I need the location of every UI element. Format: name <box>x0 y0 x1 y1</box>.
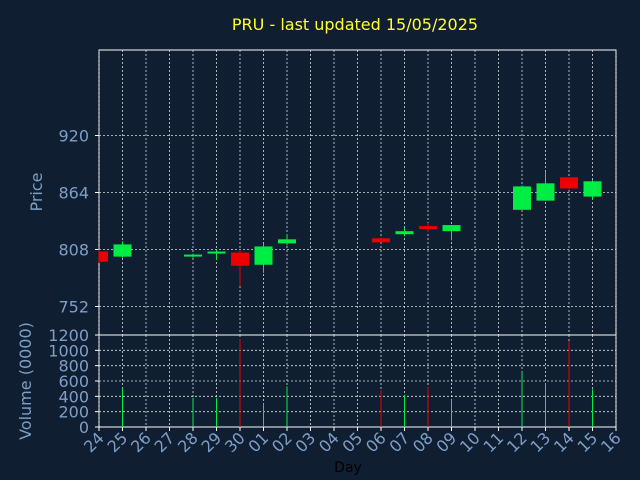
volume-tick-label: 800 <box>58 357 89 376</box>
chart-title: PRU - last updated 15/05/2025 <box>232 15 478 34</box>
candle-body <box>254 246 273 265</box>
volume-grid <box>98 335 617 427</box>
candle-body <box>560 177 578 189</box>
x-tick-label: 16 <box>597 428 625 456</box>
candle-body <box>419 226 437 230</box>
candle-body <box>442 225 461 232</box>
price-grid <box>98 50 617 335</box>
price-tick-label: 808 <box>58 241 89 260</box>
candle-body <box>207 251 226 254</box>
volume-bars <box>122 338 593 427</box>
price-tick-label: 864 <box>58 184 89 203</box>
price-ticks: 752 808 864 920 <box>58 127 99 317</box>
volume-tick-label: 0 <box>79 418 89 437</box>
x-axis-ticks: 2425262728293001020304050607080910111213… <box>80 427 625 456</box>
candle-body <box>395 231 414 235</box>
candle-body <box>231 252 249 266</box>
candle-body <box>113 244 132 257</box>
volume-tick-label: 200 <box>58 403 89 422</box>
volume-tick-label: 400 <box>58 387 89 406</box>
x-axis-label: Day <box>334 460 362 476</box>
candles <box>98 171 602 287</box>
volume-tick-label: 1000 <box>48 341 89 360</box>
volume-tick-label: 600 <box>58 372 89 391</box>
price-tick-label: 920 <box>58 127 89 146</box>
candle-body <box>583 181 602 197</box>
price-panel: 752 808 864 920 Price <box>27 49 617 336</box>
candle-body <box>372 238 390 243</box>
candle-body <box>278 239 296 244</box>
candle-body <box>184 254 202 257</box>
candle-body <box>536 183 555 201</box>
price-tick-label: 752 <box>58 298 89 317</box>
candle-body <box>513 186 531 210</box>
price-axis-label: Price <box>27 172 46 211</box>
volume-tick-label: 1200 <box>48 326 89 345</box>
volume-axis-label: Volume (0000) <box>16 322 35 440</box>
candle-body <box>99 251 108 262</box>
